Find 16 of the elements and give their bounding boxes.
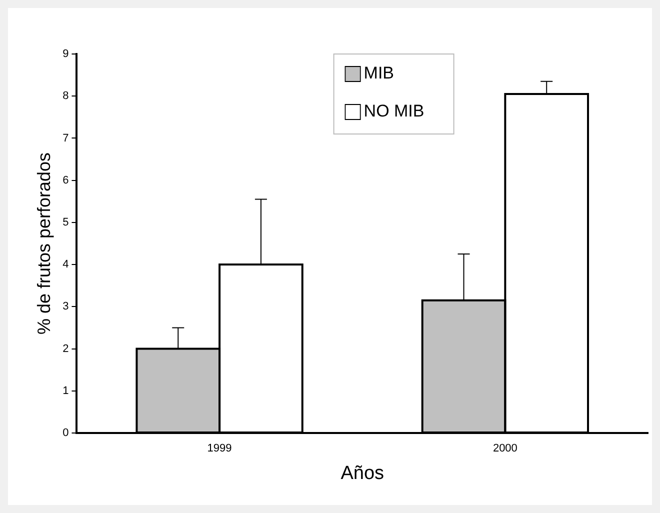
- y-tick-label: 4: [62, 258, 69, 271]
- x-axis-title: Años: [340, 462, 384, 484]
- x-tick-label: 2000: [492, 442, 518, 455]
- y-tick-label: 5: [62, 216, 69, 228]
- legend-label: NO MIB: [364, 102, 424, 121]
- y-tick-label: 2: [62, 342, 69, 355]
- y-tick-label: 0: [62, 427, 69, 440]
- y-tick-label: 8: [62, 90, 69, 102]
- x-tick-label: 1999: [207, 442, 232, 455]
- legend-label: MIB: [364, 64, 394, 83]
- y-tick-label: 9: [62, 48, 69, 60]
- y-axis-title: % de frutos perforados: [34, 152, 54, 335]
- y-tick-label: 1: [62, 384, 69, 397]
- y-tick-label: 3: [62, 300, 69, 313]
- y-tick-label: 7: [62, 132, 69, 144]
- y-tick-label: 6: [62, 174, 69, 186]
